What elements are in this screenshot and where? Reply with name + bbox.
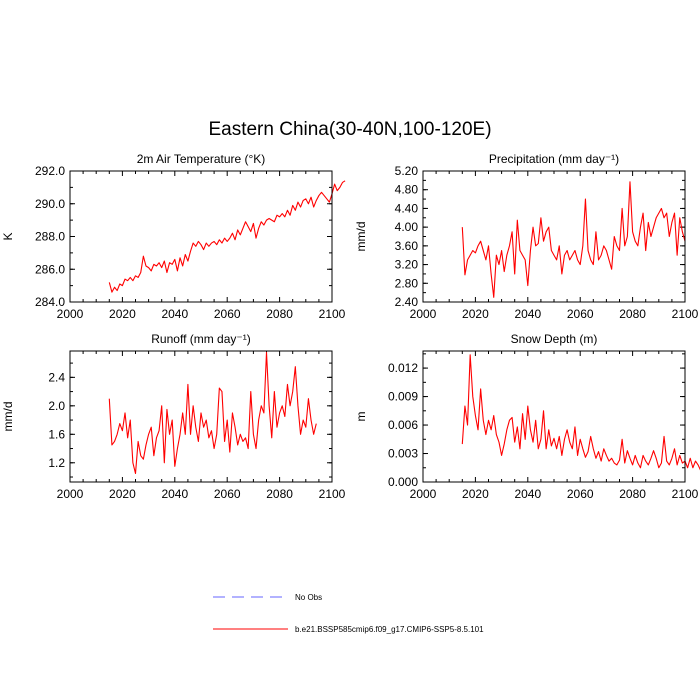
panels: 2m Air Temperature (°K) K 2000 2020 2040 2060… [1, 152, 700, 501]
x-tick-label: 2060 [567, 487, 594, 501]
y-tick-label: 0.003 [388, 447, 418, 461]
y-tick-label: 5.20 [395, 164, 419, 178]
panel-title: 2m Air Temperature (°K) [137, 152, 266, 166]
y-tick-label: 284.0 [35, 295, 65, 309]
legend-label-no-obs: No Obs [295, 593, 322, 602]
y-tick-label: 1.6 [48, 427, 65, 441]
y-tick-label: 2.80 [395, 276, 419, 290]
x-tick-label: 2100 [319, 307, 346, 321]
plot-frame [69, 350, 333, 483]
y-tick-label: 0.000 [388, 475, 418, 489]
panel-title: Precipitation (mm day⁻¹) [489, 152, 619, 166]
panel-title: Runoff (mm day⁻¹) [151, 332, 250, 346]
x-tick-label: 2040 [514, 307, 541, 321]
y-axis-label: mm/d [1, 402, 15, 432]
series-line [461, 181, 686, 298]
x-tick-label: 2020 [462, 307, 489, 321]
x-tick-label: 2040 [514, 487, 541, 501]
panel-4: Snow Depth (m) m 2000 2020 2040 2060 2080 2100 0… [354, 332, 700, 501]
x-tick-label: 2060 [567, 307, 594, 321]
plot-frame [422, 170, 686, 303]
y-tick-label: 288.0 [35, 230, 65, 244]
panel-3: Runoff (mm day⁻¹) mm/d 2000 2020 2040 2060 208… [1, 332, 346, 501]
panel-2: Precipitation (mm day⁻¹) mm/d 2000 2020 2040… [354, 152, 699, 321]
y-tick-label: 292.0 [35, 164, 65, 178]
legend: No Obs b.e21.BSSP585cmip6.f09_g17.CMIP6-… [213, 593, 484, 634]
plot-frame [422, 350, 686, 483]
y-tick-label: 286.0 [35, 262, 65, 276]
y-tick-label: 0.006 [388, 418, 418, 432]
x-tick-label: 2000 [57, 487, 84, 501]
x-tick-label: 2080 [619, 307, 646, 321]
y-tick-label: 2.0 [48, 399, 65, 413]
x-tick-label: 2000 [410, 307, 437, 321]
figure-title: Eastern China(30-40N,100-120E) [208, 119, 491, 140]
y-tick-label: 4.40 [395, 201, 419, 215]
x-tick-label: 2040 [161, 487, 188, 501]
y-tick-label: 1.2 [48, 456, 65, 470]
x-tick-label: 2100 [319, 487, 346, 501]
plot-frame [69, 170, 333, 303]
x-tick-label: 2080 [266, 307, 293, 321]
y-tick-label: 4.00 [395, 220, 419, 234]
legend-label-model: b.e21.BSSP585cmip6.f09_g17.CMIP6-SSP5-8.… [295, 625, 484, 634]
y-tick-label: 290.0 [35, 197, 65, 211]
x-tick-label: 2080 [266, 487, 293, 501]
panel-1: 2m Air Temperature (°K) K 2000 2020 2040 2060… [1, 152, 346, 321]
y-tick-label: 4.80 [395, 183, 419, 197]
series-line [108, 351, 317, 475]
x-tick-label: 2040 [161, 307, 188, 321]
x-tick-label: 2020 [462, 487, 489, 501]
y-axis-label: mm/d [354, 222, 368, 252]
x-tick-label: 2000 [57, 307, 84, 321]
x-tick-label: 2100 [672, 307, 699, 321]
x-tick-label: 2060 [214, 487, 241, 501]
y-tick-label: 3.20 [395, 258, 419, 272]
x-tick-label: 2020 [109, 487, 136, 501]
y-tick-label: 3.60 [395, 239, 419, 253]
y-tick-label: 0.012 [388, 361, 418, 375]
series-line [108, 180, 346, 293]
x-tick-label: 2060 [214, 307, 241, 321]
y-tick-label: 0.009 [388, 390, 418, 404]
y-tick-label: 2.40 [395, 295, 419, 309]
panel-title: Snow Depth (m) [511, 332, 598, 346]
x-tick-label: 2080 [619, 487, 646, 501]
y-axis-label: K [1, 232, 15, 240]
y-tick-label: 2.4 [48, 370, 65, 384]
x-tick-label: 2000 [410, 487, 437, 501]
x-tick-label: 2020 [109, 307, 136, 321]
series-line [461, 354, 700, 471]
y-axis-label: m [354, 412, 368, 422]
x-tick-label: 2100 [672, 487, 699, 501]
